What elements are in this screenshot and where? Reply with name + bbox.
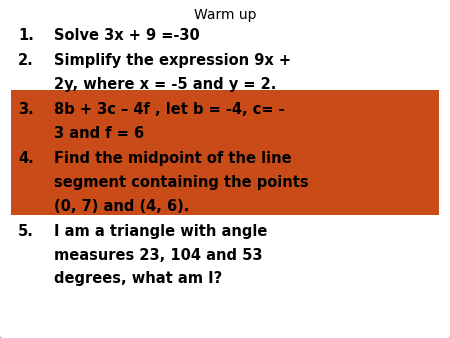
Text: measures 23, 104 and 53: measures 23, 104 and 53 [54, 248, 262, 263]
Text: 2y, where x = -5 and y = 2.: 2y, where x = -5 and y = 2. [54, 77, 276, 92]
Text: Simplify the expression 9x +: Simplify the expression 9x + [54, 53, 291, 68]
Text: Solve 3x + 9 =-30: Solve 3x + 9 =-30 [54, 28, 200, 43]
Text: I am a triangle with angle: I am a triangle with angle [54, 224, 267, 239]
Text: 3 and f = 6: 3 and f = 6 [54, 126, 144, 141]
Text: 8b + 3c – 4f , let b = -4, c= -: 8b + 3c – 4f , let b = -4, c= - [54, 102, 284, 117]
Text: 4.: 4. [18, 151, 34, 166]
Text: 3.: 3. [18, 102, 34, 117]
Text: 1.: 1. [18, 28, 34, 43]
Text: Find the midpoint of the line: Find the midpoint of the line [54, 151, 292, 166]
Text: (0, 7) and (4, 6).: (0, 7) and (4, 6). [54, 199, 189, 214]
Text: 2.: 2. [18, 53, 34, 68]
Bar [11, 90, 439, 215]
Text: 5.: 5. [18, 224, 34, 239]
Text: degrees, what am I?: degrees, what am I? [54, 271, 222, 286]
Text: segment containing the points: segment containing the points [54, 175, 309, 190]
Text: Warm up: Warm up [194, 8, 256, 22]
